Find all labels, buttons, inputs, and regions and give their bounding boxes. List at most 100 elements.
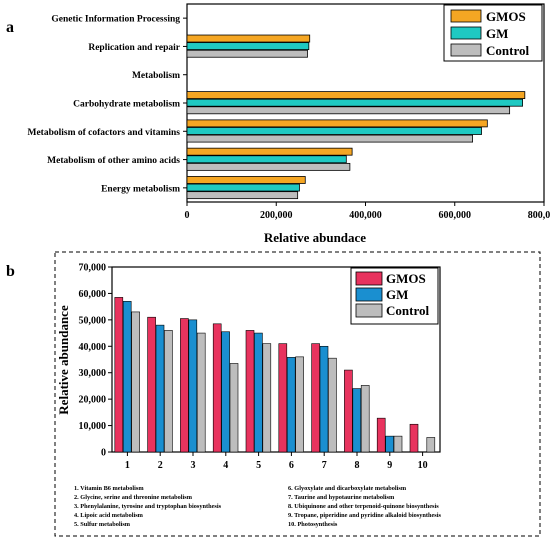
- panel-b-x-tick-label: 4: [223, 460, 228, 471]
- panel-b-bar-gmos: [344, 369, 353, 453]
- panel-b-bar-control: [328, 357, 337, 453]
- panel-a-legend-label: GMOS: [486, 9, 526, 24]
- panel-b-legend-swatch: [355, 287, 383, 302]
- panel-b-legend-label: GM: [386, 287, 408, 302]
- panel-b-y-tick-label: 50,000: [79, 315, 107, 326]
- panel-b-bar-gmos: [376, 417, 386, 453]
- panel-a-bar-control: [186, 191, 299, 200]
- panel-b-bar-gmos: [114, 297, 124, 453]
- panel-b-bar-gm: [352, 388, 362, 453]
- panel-b-bar-control: [164, 330, 173, 453]
- panel-b-bar-control: [262, 343, 272, 453]
- panel-a-category-label: Carbohydrate metabolism: [73, 100, 180, 110]
- panel-b-bar-gm: [155, 324, 165, 453]
- panel-b-bar-control: [393, 435, 403, 453]
- panel-b-bar-gmos: [278, 343, 288, 453]
- panel-a-category-label: Replication and repair: [88, 43, 180, 53]
- panel-b-y-tick-label: 30,000: [79, 368, 107, 379]
- panel-b-bar-gm: [254, 332, 263, 453]
- panel-b-note: 6. Glyoxylate and dicarboxylate metaboli…: [288, 485, 407, 492]
- panel-b-plot-frame: [111, 266, 441, 453]
- panel-a-category-label: Metabolism of other amino acids: [47, 156, 180, 166]
- panel-a-x-tick-label: 0: [185, 210, 190, 221]
- panel-a-category-label: Metabolism: [132, 71, 180, 81]
- panel-a-bar-gm: [186, 42, 310, 51]
- panel-b-bar-gmos: [147, 316, 156, 453]
- panel-b-bar-gmos: [212, 323, 222, 453]
- panel-a-bar-gmos: [186, 34, 311, 43]
- panel-a-bar-gm: [186, 155, 347, 164]
- panel-b-bar-control: [295, 356, 304, 453]
- panel-b-bar-gm: [122, 301, 132, 453]
- panel-b-bar-gm: [286, 357, 296, 453]
- panel-b-y-tick-label: 0: [101, 448, 106, 459]
- panel-b-y-tick-label: 60,000: [79, 289, 107, 300]
- panel-b-note: 9. Tropane, piperidine and pyridine alka…: [288, 512, 441, 519]
- panel-b-note: 8. Ubiquinone and other terpenoid-quinon…: [288, 503, 439, 510]
- panel-a-bar-control: [186, 106, 511, 115]
- panel-a-bar-control: [186, 49, 308, 58]
- panel-a-bar-gmos: [186, 91, 526, 99]
- panel-b-notes: 1. Vitamin B6 metabolism 2. Glycine, seri…: [74, 485, 441, 528]
- panel-b-x-tick-label: 1: [125, 460, 130, 471]
- panel-a-x-tick-label: 200,000: [260, 210, 293, 221]
- panel-a-legend-swatch: [450, 43, 482, 57]
- panel-b-bar-gm: [385, 435, 394, 453]
- panel-b-bar-control: [229, 363, 239, 453]
- panel-a-bar-gm: [186, 98, 523, 107]
- panel-b-y-axis-label: Relative abundance: [56, 305, 71, 415]
- panel-b-bar-control: [360, 385, 370, 453]
- panel-b-x-tick-label: 9: [387, 460, 392, 471]
- panel-a-x-axis-label: Relative abundace: [264, 230, 366, 245]
- panel-b-y-tick-label: 10,000: [79, 421, 107, 432]
- panel-a-bar-control: [186, 134, 474, 143]
- panel-a-category-label: Energy metabolism: [101, 184, 180, 194]
- panel-a-legend: GMOS GM Control: [443, 4, 543, 62]
- panel-b-y-tick-label: 40,000: [79, 342, 107, 353]
- panel-b-bar-gm: [188, 319, 198, 453]
- panel-a-bar-gm: [186, 183, 300, 192]
- panel-b-note: 1. Vitamin B6 metabolism: [74, 485, 144, 492]
- panel-b-legend-label: GMOS: [386, 271, 426, 286]
- panel-a-bar-gmos: [186, 119, 488, 128]
- panel-a-x-tick-label: 600,000: [439, 210, 472, 221]
- panel-a-x-tick-label: 800,000: [528, 210, 550, 221]
- panel-b-legend-label: Control: [386, 303, 429, 318]
- panel-a-bar-gmos: [186, 147, 353, 156]
- panel-a-x-tick-label: 400,000: [349, 210, 382, 221]
- panel-b-note: 4. Lipoic acid metabolism: [74, 512, 144, 519]
- panel-b-bar-control: [131, 311, 140, 453]
- panel-b-bar-gmos: [409, 423, 419, 453]
- panel-b-x-tick-label: 3: [191, 460, 196, 471]
- panel-b-bar-control: [196, 332, 206, 453]
- panel-b-bar-gmos: [245, 330, 255, 453]
- panel-b-bar-gmos: [311, 343, 320, 453]
- panel-b-x-tick-label: 5: [256, 460, 261, 471]
- panel-b-x-tick-label: 7: [322, 460, 327, 471]
- panel-a-category-label: Genetic Information Processing: [51, 15, 180, 25]
- panel-b-note: 7. Taurine and hypotaurine metabolism: [288, 494, 395, 501]
- panel-a-legend-label: Control: [486, 43, 529, 58]
- panel-b-y-tick-label: 70,000: [79, 263, 107, 274]
- panel-b-x-tick-label: 2: [158, 460, 163, 471]
- panel-b-note: 10. Photosynthesis: [288, 521, 338, 528]
- panel-b-legend-swatch: [355, 303, 383, 318]
- panel-b-note: 5. Sulfur metabolism: [74, 521, 131, 528]
- panel-a-legend-swatch: [450, 9, 482, 23]
- panel-b-bar-gmos: [180, 318, 189, 453]
- panel-a-legend-swatch: [450, 26, 482, 40]
- panel-b-bar-control: [426, 437, 436, 453]
- panel-a-bar-gmos: [186, 176, 306, 184]
- panel-b-label: b: [6, 263, 15, 280]
- panel-b: b 1 2 3 4 5 6 7 8 9 10 0 10,000 20,000 30,000 40,000 50…: [6, 251, 541, 537]
- panel-b-note: 3. Phenylalanine, tyrosine and tryptopha…: [74, 503, 222, 510]
- panel-a-bar-control: [186, 162, 351, 171]
- panel-b-legend-swatch: [355, 271, 383, 286]
- panel-b-bar-gm: [319, 345, 329, 453]
- panel-b-dashed-frame: [54, 251, 541, 537]
- panel-a-label: a: [6, 19, 14, 36]
- panel-a-bar-gm: [186, 127, 482, 135]
- panel-b-bar-gm: [221, 331, 230, 453]
